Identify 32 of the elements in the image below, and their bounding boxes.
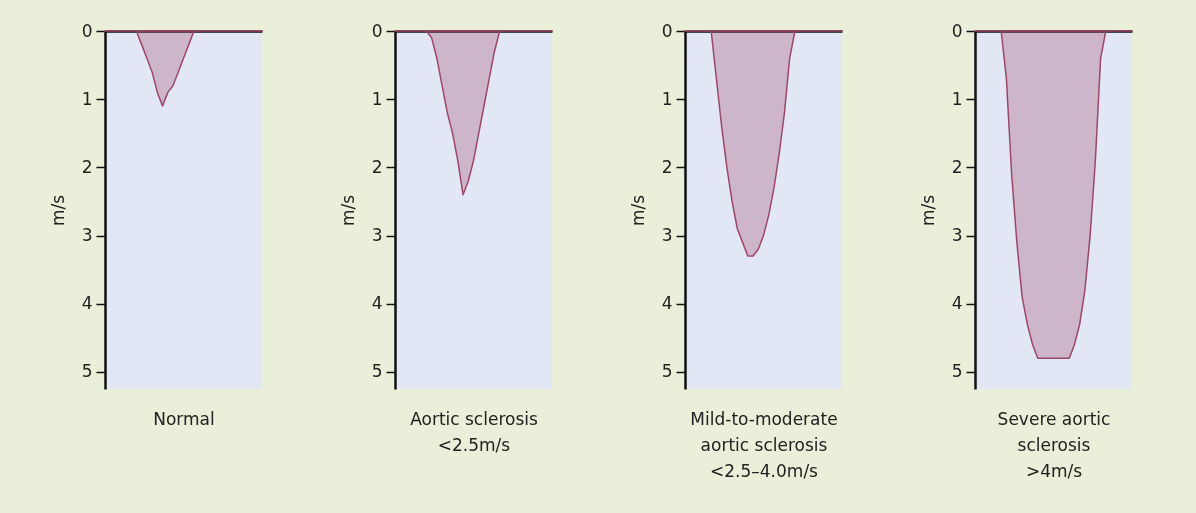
y-tick-label: 0 [81, 20, 93, 41]
y-tick-label: 5 [81, 361, 93, 382]
y-tick-label: 1 [661, 88, 673, 109]
y-tick-label: 4 [371, 293, 383, 314]
y-tick-label: 5 [661, 361, 673, 382]
y-tick-label: 0 [661, 20, 673, 41]
y-tick-label: 2 [81, 156, 93, 177]
x-axis-title: Severe aortic sclerosis >4m/s [997, 408, 1111, 481]
y-tick-label: 2 [661, 156, 673, 177]
y-axis-title: m/s [337, 194, 358, 227]
y-tick-label: 3 [371, 225, 383, 246]
y-tick-label: 4 [951, 293, 963, 314]
y-tick-label: 2 [371, 156, 383, 177]
y-tick-label: 2 [951, 156, 963, 177]
y-tick-label: 4 [661, 293, 673, 314]
y-tick-label: 3 [81, 225, 93, 246]
y-axis-title: m/s [47, 194, 68, 227]
y-axis-title: m/s [627, 194, 648, 227]
y-tick-label: 1 [951, 88, 963, 109]
y-tick-label: 0 [951, 20, 963, 41]
y-axis-title: m/s [917, 194, 938, 227]
y-tick-label: 5 [371, 361, 383, 382]
y-tick-label: 3 [661, 225, 673, 246]
y-tick-label: 3 [951, 225, 963, 246]
x-axis-title: Normal [153, 408, 215, 429]
x-axis-title: Aortic sclerosis <2.5m/s [410, 408, 538, 455]
y-tick-label: 0 [371, 20, 383, 41]
y-tick-label: 1 [81, 88, 93, 109]
y-tick-label: 1 [371, 88, 383, 109]
x-axis-title: Mild-to-moderate aortic sclerosis <2.5–4.0m/s [690, 408, 838, 481]
y-tick-label: 4 [81, 293, 93, 314]
y-tick-label: 5 [951, 361, 963, 382]
